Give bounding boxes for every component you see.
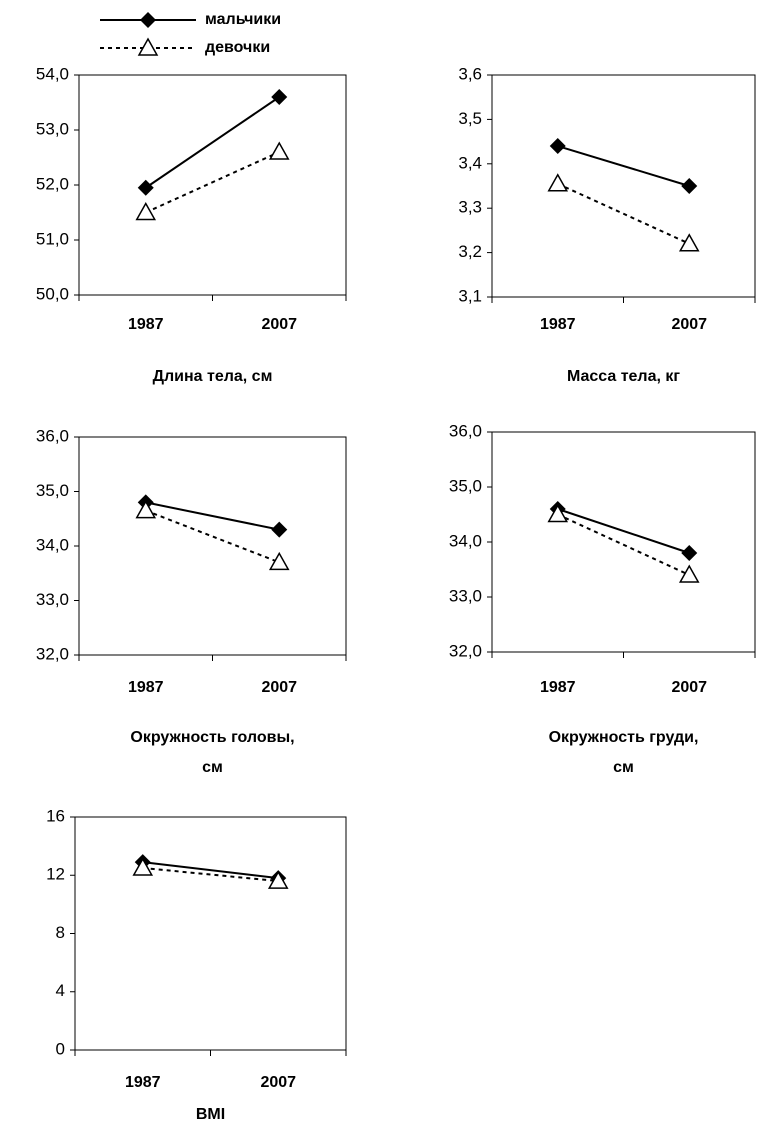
y-tick-label: 36,0: [449, 421, 482, 440]
x-tick-label: 1987: [128, 316, 164, 333]
y-tick-label: 34,0: [449, 531, 482, 550]
x-tick-label: 2007: [261, 316, 297, 333]
chart-title: Окружность головы, см: [130, 729, 294, 776]
diamond-marker: [271, 89, 288, 105]
series-line: [145, 96, 280, 189]
diamond-marker: [137, 179, 154, 196]
diamond-marker: [681, 178, 698, 194]
triangle-marker: [268, 141, 290, 160]
y-tick-label: 3,1: [458, 286, 482, 305]
y-tick-label: 0: [56, 1039, 65, 1058]
triangle-marker: [547, 173, 569, 192]
diamond-marker: [271, 521, 288, 538]
triangle-marker: [678, 233, 700, 252]
y-tick-label: 50,0: [36, 284, 69, 303]
x-tick-label: 1987: [125, 1074, 161, 1091]
plot-frame: [74, 816, 347, 1051]
x-tick-label: 2007: [261, 679, 297, 696]
y-tick-label: 54,0: [36, 64, 69, 83]
y-tick-label: 33,0: [36, 590, 69, 609]
series-line: [557, 508, 690, 554]
series-line: [145, 501, 280, 531]
y-tick-label: 8: [56, 923, 65, 942]
series-line: [142, 866, 279, 883]
y-tick-label: 52,0: [36, 174, 69, 193]
triangle-marker: [268, 551, 290, 571]
y-tick-label: 3,6: [458, 64, 482, 83]
series-line: [145, 151, 280, 214]
diamond-marker: [549, 138, 566, 155]
y-tick-label: 51,0: [36, 229, 69, 248]
y-tick-label: 36,0: [36, 426, 69, 445]
y-tick-label: 33,0: [449, 586, 482, 605]
y-tick-label: 3,2: [458, 242, 482, 261]
triangle-marker: [267, 870, 289, 889]
y-tick-label: 12: [46, 865, 65, 884]
y-tick-label: 4: [56, 981, 65, 1000]
triangle-marker: [137, 37, 159, 56]
x-tick-label: 1987: [128, 679, 164, 696]
diamond-marker: [140, 12, 156, 28]
y-tick-label: 35,0: [449, 476, 482, 495]
series-line: [145, 509, 280, 564]
triangle-marker: [547, 503, 569, 523]
plot-frame: [491, 74, 756, 298]
triangle-marker: [135, 500, 157, 519]
series-line: [557, 182, 690, 245]
y-tick-label: 3,5: [458, 109, 482, 128]
series-line: [142, 861, 279, 880]
y-tick-label: 53,0: [36, 119, 69, 138]
chart-title: Масса тела, кг: [567, 368, 680, 385]
y-tick-label: 32,0: [36, 644, 69, 663]
x-tick-label: 2007: [671, 316, 707, 333]
x-tick-label: 2007: [260, 1074, 296, 1091]
y-tick-label: 3,4: [458, 153, 482, 172]
chart-title: BMI: [196, 1106, 225, 1123]
legend-label: девочки: [205, 39, 270, 56]
series-line: [557, 513, 690, 576]
y-tick-label: 16: [46, 806, 65, 825]
y-tick-label: 32,0: [449, 641, 482, 660]
plot-frame: [78, 436, 347, 656]
triangle-marker: [678, 564, 700, 583]
legend-label: мальчики: [205, 11, 281, 28]
x-tick-label: 1987: [540, 679, 576, 696]
x-tick-label: 1987: [540, 316, 576, 333]
chart-title: Окружность груди, см: [549, 729, 699, 776]
x-tick-label: 2007: [671, 679, 707, 696]
triangle-marker: [132, 857, 154, 876]
y-tick-label: 3,3: [458, 198, 482, 217]
y-tick-label: 34,0: [36, 535, 69, 554]
series-line: [557, 145, 690, 187]
diamond-marker: [681, 545, 698, 561]
y-tick-label: 35,0: [36, 481, 69, 500]
triangle-marker: [135, 201, 157, 221]
plot-frame: [78, 74, 347, 296]
plot-frame: [491, 431, 756, 653]
chart-title: Длина тела, см: [153, 368, 273, 385]
